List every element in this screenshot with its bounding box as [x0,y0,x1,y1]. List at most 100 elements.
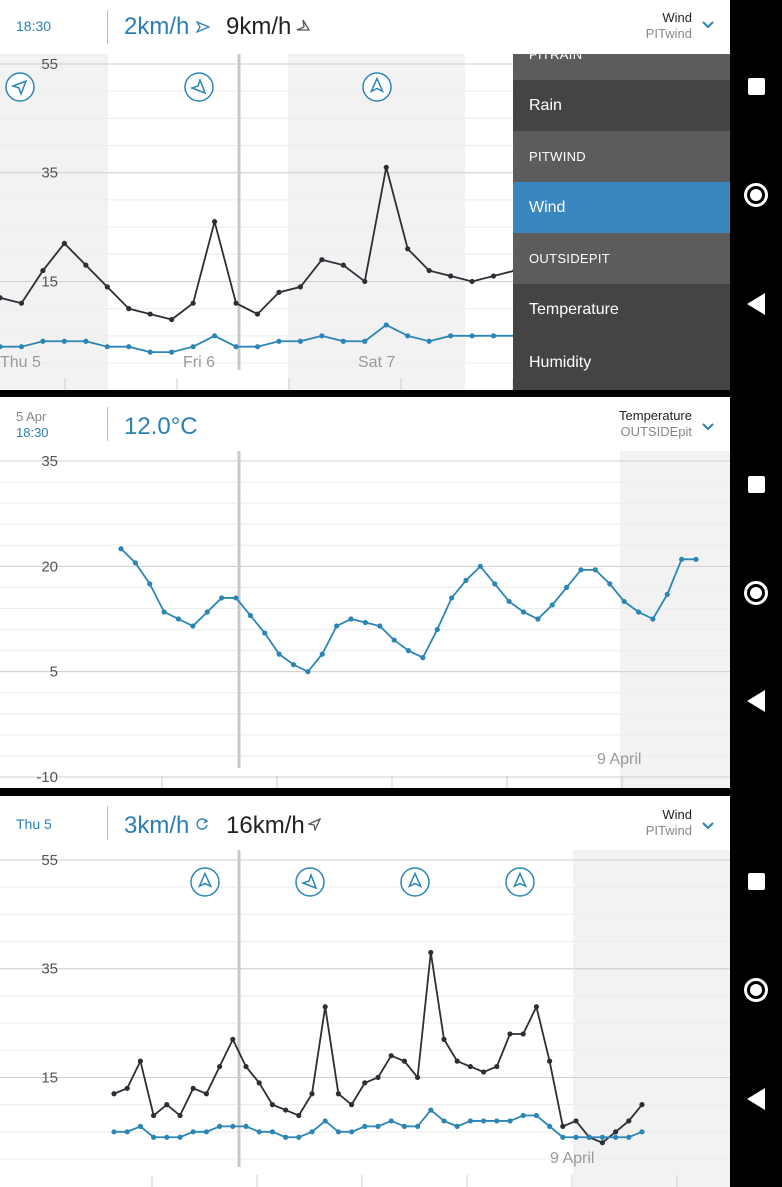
widget-header: 18:30 2km/h 9km/h Wind PITwind [0,0,730,54]
back-button[interactable] [730,1079,782,1119]
chevron-down-icon[interactable] [702,16,714,32]
recent-apps-button[interactable] [730,861,782,901]
menu-item-rain[interactable]: Rain [513,80,730,131]
chevron-down-icon[interactable] [702,817,714,833]
wind-chart[interactable]: 55 35 15 9 April [0,850,730,1187]
data-point [290,662,297,668]
wind-gust-value: 9km/h [226,13,292,40]
data-point [269,1102,275,1108]
data-point [564,584,570,590]
menu-item-humidity[interactable]: Humidity [513,337,730,388]
data-point [507,1118,513,1124]
chevron-down-icon[interactable] [702,418,714,434]
data-point [383,322,389,328]
recent-apps-button[interactable] [730,66,782,106]
data-point [449,595,455,601]
data-point [256,1129,262,1135]
y-tick-label: 55 [41,56,58,73]
day-label: 9 April [597,751,641,768]
data-point [126,306,132,312]
data-point [441,1118,447,1124]
data-point [137,1058,143,1064]
data-point [111,1129,117,1135]
data-point [276,338,282,344]
home-button[interactable] [730,970,782,1010]
data-point [362,1123,368,1129]
menu-item-temperature[interactable]: Temperature [513,284,730,335]
data-point [693,556,699,562]
data-point [506,598,512,605]
data-point [175,616,182,622]
data-point [467,1063,473,1070]
data-point [607,581,613,587]
sensor-selector[interactable]: Wind PITwind [646,10,692,41]
day-label: 9 April [550,1150,594,1167]
data-point [664,591,670,598]
data-point [639,1129,645,1135]
data-point [132,560,138,566]
data-point [319,651,325,657]
data-point [126,344,132,350]
data-point [230,1123,236,1129]
data-point [177,1112,183,1119]
data-point [547,1123,553,1129]
wind-widget-2: Thu 5 3km/h 16km/h Wind PITwind 55 35 15 9 … [0,796,782,1187]
data-point [592,567,598,573]
home-button[interactable] [730,573,782,613]
menu-item-outsidepit: OUTSIDEPIT [513,233,730,284]
data-point [211,333,218,339]
data-point [415,1074,421,1081]
data-point [507,1031,513,1037]
data-point [164,1102,170,1108]
menu-item-pitrain: PITRAIN [513,54,730,80]
widget-header: Thu 5 3km/h 16km/h Wind PITwind [0,796,730,850]
current-time: 18:30 [16,425,49,440]
day-label: Fri 6 [183,354,215,371]
data-point [535,616,541,622]
menu-item-wind[interactable]: Wind [513,182,730,233]
current-date: 5 Apr [16,409,47,424]
back-button[interactable] [730,681,782,721]
data-point [340,262,346,268]
wind-direction-marker-icon [190,867,220,897]
data-point [190,300,196,306]
data-point [18,300,25,306]
wind-direction-icon [195,20,211,38]
wind-chart[interactable]: 55 35 15 Thu 5 Fri 6 Sat 7 [0,54,730,390]
widget-header: 5 Apr 18:30 12.0°C Temperature OUTSIDEpi… [0,397,730,451]
temperature-chart[interactable]: 35 20 5 -10 9 April [0,451,730,788]
android-navbar [730,796,782,1187]
home-button[interactable] [730,175,782,215]
data-point [426,338,432,344]
data-point [147,311,153,317]
data-point [492,581,498,587]
sensor-type: Temperature [619,408,692,423]
data-point [560,1123,566,1129]
data-point [247,612,253,619]
data-point [405,648,412,654]
back-button[interactable] [730,284,782,324]
wind-gust-value: 16km/h [226,812,305,839]
sensor-selector[interactable]: Temperature OUTSIDEpit [619,408,692,439]
data-point [233,344,239,350]
data-point [61,338,67,344]
data-point [147,349,153,355]
data-point [254,311,261,317]
data-point [322,1118,328,1124]
recent-apps-button[interactable] [730,464,782,504]
data-point [377,623,383,629]
header-divider [107,10,108,44]
y-tick-label: 35 [41,961,58,978]
y-tick-label: 20 [41,558,58,575]
sensor-name: PITwind [645,26,692,41]
sensor-selector[interactable]: Wind PITwind [646,807,692,838]
sensor-name: PITwind [645,823,692,838]
data-point [560,1134,566,1140]
data-point [349,1102,355,1108]
data-point [533,1112,540,1119]
data-point [362,619,368,626]
data-point [388,1118,394,1124]
data-point [40,267,46,274]
data-point [230,1036,236,1042]
data-point [448,273,454,279]
